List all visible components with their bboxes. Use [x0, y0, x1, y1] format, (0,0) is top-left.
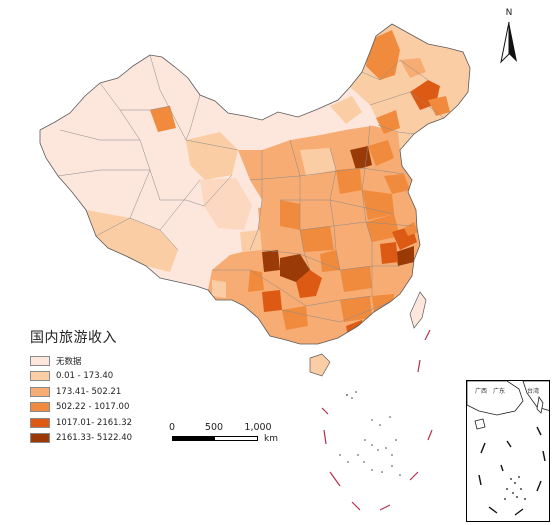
legend-item: 502.22 - 1017.00 — [30, 400, 132, 416]
scale-unit: km — [264, 434, 278, 444]
scale-segment-light — [214, 436, 258, 441]
map-legend: 国内旅游收入 无数据 0.01 - 173.40 173.41- 502.21 … — [30, 327, 132, 446]
scale-bar: 0 500 1,000 km — [168, 420, 288, 450]
sea-islands — [339, 391, 401, 476]
legend-item: 2161.33- 5122.40 — [30, 431, 132, 447]
scale-label-500: 500 — [204, 422, 224, 433]
legend-swatch — [30, 433, 50, 444]
north-arrow-icon — [500, 21, 517, 64]
legend-swatch — [30, 355, 50, 366]
scale-segment-dark — [172, 436, 214, 441]
north-arrow: N — [497, 8, 521, 64]
legend-title: 国内旅游收入 — [30, 330, 117, 346]
legend-item-label: 173.41- 502.21 — [56, 386, 122, 397]
scale-label-0: 0 — [168, 422, 176, 433]
inset-map: 广西 广东 台湾 — [467, 381, 549, 516]
legend-item-label: 502.22 - 1017.00 — [56, 402, 130, 413]
legend-swatch — [30, 402, 50, 413]
north-label: N — [505, 8, 513, 18]
legend-items: 无数据 0.01 - 173.40 173.41- 502.21 502.22 … — [30, 353, 132, 446]
inset-label-taiwan: 台湾 — [527, 387, 539, 395]
taiwan-island — [409, 291, 427, 329]
legend-item: 无数据 — [30, 353, 132, 369]
legend-item-label: 1017.01- 2161.32 — [56, 417, 133, 428]
region-fills — [40, 24, 470, 344]
south-china-sea-inset: 广西 广东 台湾 — [466, 380, 550, 522]
legend-item-label: 0.01 - 173.40 — [56, 371, 114, 382]
legend-swatch — [30, 417, 50, 428]
scale-label-1000: 1,000 — [244, 422, 272, 433]
legend-item-label: 2161.33- 5122.40 — [56, 433, 133, 444]
legend-item-label: 无数据 — [56, 356, 82, 367]
legend-item: 1017.01- 2161.32 — [30, 415, 132, 431]
legend-swatch — [30, 371, 50, 382]
inset-label-guangdong: 广东 — [493, 387, 505, 395]
legend-item: 173.41- 502.21 — [30, 384, 132, 400]
internal-boundaries — [57, 54, 445, 323]
legend-swatch — [30, 386, 50, 397]
nine-dash-line — [321, 329, 433, 511]
hainan-island — [309, 353, 331, 377]
inset-label-guangxi: 广西 — [475, 387, 487, 395]
legend-item: 0.01 - 173.40 — [30, 369, 132, 385]
